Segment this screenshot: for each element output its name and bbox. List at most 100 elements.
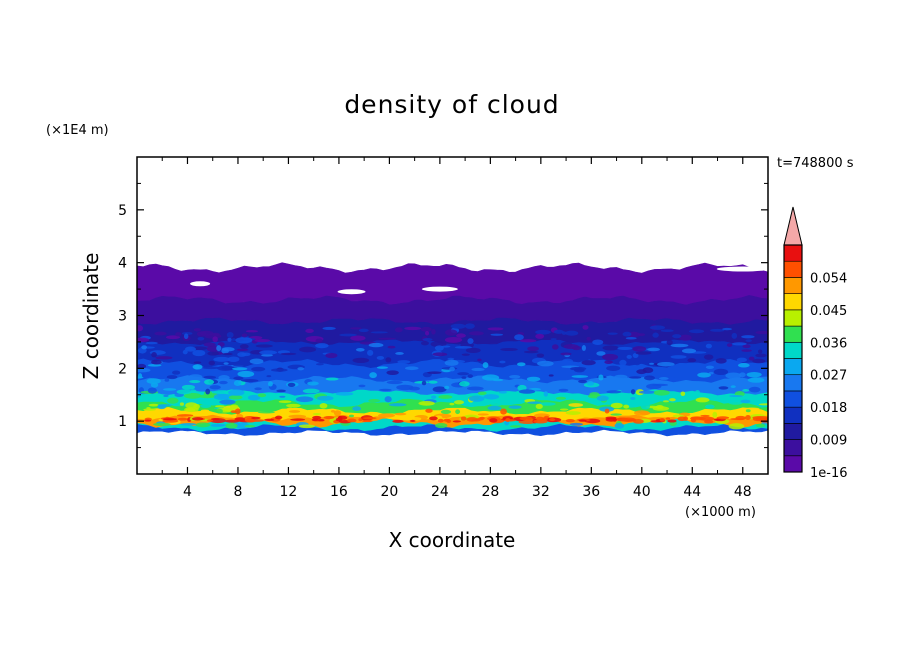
y-axis: 1 2 3 4 5 [118,182,768,449]
density-speckle [461,353,470,356]
cloud-gap [190,281,211,287]
density-speckle [602,353,619,361]
density-speckle [235,337,253,344]
density-speckle [192,349,206,357]
density-speckle [543,391,549,397]
density-speckle [596,395,609,401]
density-speckle [649,362,654,365]
density-speckle [444,385,450,390]
density-speckle [420,326,432,332]
density-speckle [450,323,466,329]
density-speckle [487,327,504,331]
density-speckle [722,327,732,331]
chart-title: density of cloud [344,90,559,119]
density-speckle [244,424,256,428]
density-speckle [395,352,404,355]
y-tick-label: 2 [118,361,127,377]
density-speckle [614,374,628,380]
x-tick-label: 8 [233,484,242,500]
density-core [704,419,714,424]
density-core [312,415,322,420]
density-speckle [225,423,238,429]
density-speckle [203,375,217,379]
density-speckle [447,357,455,361]
density-speckle [653,389,670,396]
density-core [317,418,325,422]
density-speckle [425,331,430,336]
density-speckle [302,388,320,394]
density-speckle [500,408,507,415]
density-speckle [527,401,542,404]
density-field [137,262,768,437]
density-speckle [394,412,407,416]
density-speckle [596,351,606,356]
density-speckle [295,396,314,403]
colorbar-swatch [783,406,803,424]
density-core [519,416,533,421]
density-speckle [138,373,143,379]
y-tick-label: 1 [118,414,127,430]
density-speckle [431,328,436,335]
density-speckle [230,410,237,413]
density-speckle [298,424,315,429]
density-speckle [224,419,240,423]
time-label: t=748800 s [777,156,854,171]
density-speckle [376,355,385,360]
density-speckle [571,375,589,378]
density-speckle [249,358,264,365]
colorbar-swatch [783,309,803,327]
density-speckle [387,345,396,349]
density-core [323,415,335,420]
density-speckle [469,331,484,336]
density-speckle [535,329,551,335]
density-speckle [378,337,397,340]
colorbar-swatch [783,244,803,262]
colorbar-swatch [783,341,803,359]
density-core [690,416,704,419]
density-speckle [745,339,752,343]
density-speckle [467,374,473,378]
density-speckle [422,338,433,342]
density-speckle [218,375,230,381]
density-core [690,418,697,423]
density-speckle [261,354,273,357]
density-speckle [655,404,664,410]
density-speckle [432,352,448,357]
density-speckle [176,389,193,395]
density-speckle [731,342,747,346]
density-speckle [565,411,581,415]
density-speckle [137,368,151,373]
density-speckle [367,349,374,356]
density-speckle [358,384,366,388]
density-speckle [386,370,399,376]
x-tick-label: 4 [183,484,192,500]
density-speckle [670,355,687,359]
density-speckle [182,349,188,355]
density-core [358,418,363,422]
density-speckle [569,422,584,426]
density-speckle [280,352,297,356]
density-speckle [202,366,221,370]
density-speckle [315,343,329,349]
density-speckle [490,333,504,336]
density-speckle [755,353,767,358]
density-speckle [649,325,666,330]
density-speckle [713,368,729,376]
density-speckle [408,417,422,421]
density-speckle [270,368,288,372]
density-speckle [350,327,362,330]
density-speckle [240,379,259,383]
density-speckle [241,333,248,338]
density-speckle [477,358,482,362]
density-speckle [189,380,201,384]
density-speckle [586,381,595,386]
density-speckle [151,359,162,365]
density-speckle [582,325,589,330]
density-speckle [681,348,697,354]
density-speckle [299,346,317,353]
density-speckle [526,376,541,382]
density-core [210,417,221,421]
density-speckle [622,331,632,337]
density-speckle [614,422,625,429]
density-speckle [427,371,442,375]
